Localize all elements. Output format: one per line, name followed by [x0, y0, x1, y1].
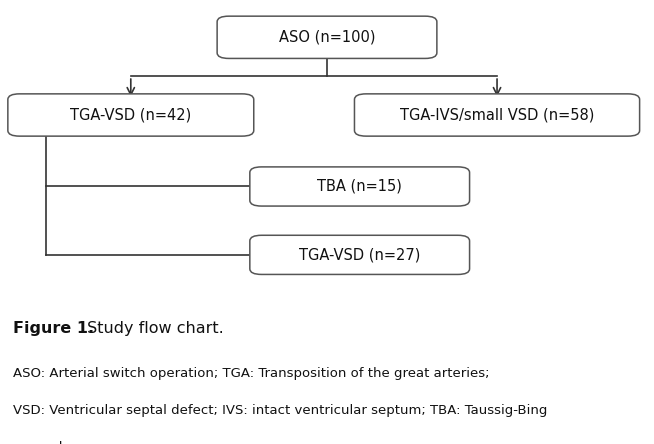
FancyBboxPatch shape	[354, 94, 640, 136]
FancyBboxPatch shape	[250, 235, 470, 274]
FancyBboxPatch shape	[250, 167, 470, 206]
Text: TBA (n=15): TBA (n=15)	[317, 179, 402, 194]
Text: VSD: Ventricular septal defect; IVS: intact ventricular septum; TBA: Taussig-Bin: VSD: Ventricular septal defect; IVS: int…	[13, 404, 547, 417]
Text: TGA-VSD (n=27): TGA-VSD (n=27)	[299, 247, 421, 262]
Text: ASO: Arterial switch operation; TGA: Transposition of the great arteries;: ASO: Arterial switch operation; TGA: Tra…	[13, 367, 490, 380]
FancyBboxPatch shape	[217, 16, 437, 59]
Text: TGA-VSD (n=42): TGA-VSD (n=42)	[70, 107, 192, 123]
FancyBboxPatch shape	[8, 94, 254, 136]
Text: TGA-IVS/small VSD (n=58): TGA-IVS/small VSD (n=58)	[400, 107, 594, 123]
Text: Study flow chart.: Study flow chart.	[82, 321, 224, 337]
Text: ASO (n=100): ASO (n=100)	[279, 30, 375, 45]
Text: anomaly;: anomaly;	[13, 441, 75, 444]
Text: Figure 1.: Figure 1.	[13, 321, 94, 337]
